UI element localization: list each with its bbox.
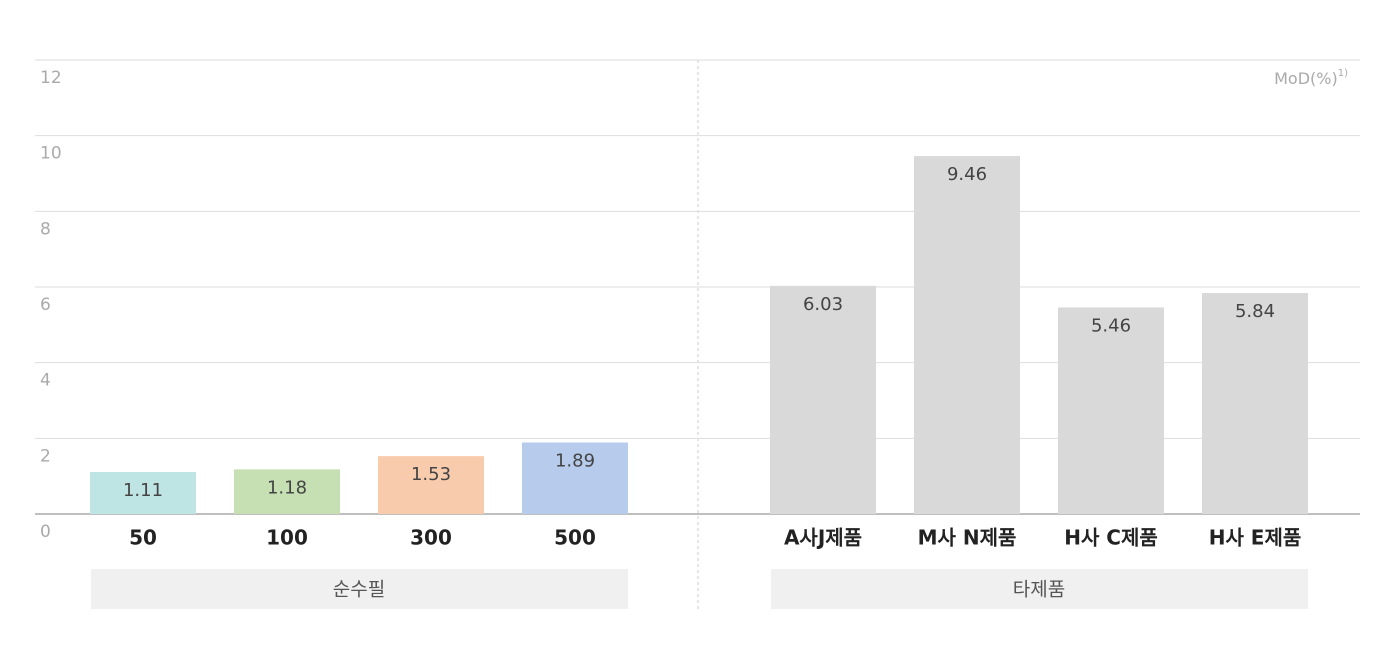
- x-tick-label: A사J제품: [784, 526, 862, 550]
- value-label: 9.46: [947, 164, 987, 185]
- y-tick-label: 6: [40, 295, 51, 315]
- x-tick-label: 300: [410, 526, 452, 550]
- x-tick-label: 50: [129, 526, 157, 550]
- x-tick-label: 100: [266, 526, 308, 550]
- x-tick-label: H사 E제품: [1209, 526, 1302, 550]
- group-box: [91, 569, 628, 609]
- bar: [914, 156, 1020, 514]
- y-axis-label-note: 1): [1338, 68, 1348, 79]
- x-tick-label: M사 N제품: [918, 526, 1017, 550]
- y-axis-label: MoD(%)1): [1274, 68, 1348, 88]
- bar: [1058, 307, 1164, 514]
- value-label: 1.89: [555, 450, 595, 471]
- y-tick-label: 2: [40, 446, 51, 466]
- y-tick-label: 0: [40, 522, 51, 542]
- bar: [770, 285, 876, 514]
- bar: [1202, 293, 1308, 514]
- x-tick-label: H사 C제품: [1064, 526, 1158, 550]
- bar: [522, 442, 628, 514]
- bar: [378, 456, 484, 514]
- value-label: 6.03: [803, 294, 843, 315]
- y-tick-label: 12: [40, 68, 62, 88]
- value-label: 5.84: [1235, 301, 1275, 322]
- y-tick-label: 8: [40, 219, 51, 239]
- group-label: 순수필: [333, 579, 385, 601]
- bar: [234, 469, 340, 514]
- value-label: 1.53: [411, 464, 451, 485]
- bar: [90, 472, 196, 514]
- group-label: 타제품: [1013, 579, 1065, 601]
- y-axis-label-text: MoD(%): [1274, 69, 1338, 88]
- value-label: 5.46: [1091, 315, 1131, 336]
- value-label: 1.11: [123, 480, 163, 501]
- y-tick-label: 4: [40, 371, 51, 391]
- group-box: [771, 569, 1308, 609]
- value-label: 1.18: [267, 477, 307, 498]
- x-tick-label: 500: [554, 526, 596, 550]
- y-tick-label: 10: [40, 144, 62, 164]
